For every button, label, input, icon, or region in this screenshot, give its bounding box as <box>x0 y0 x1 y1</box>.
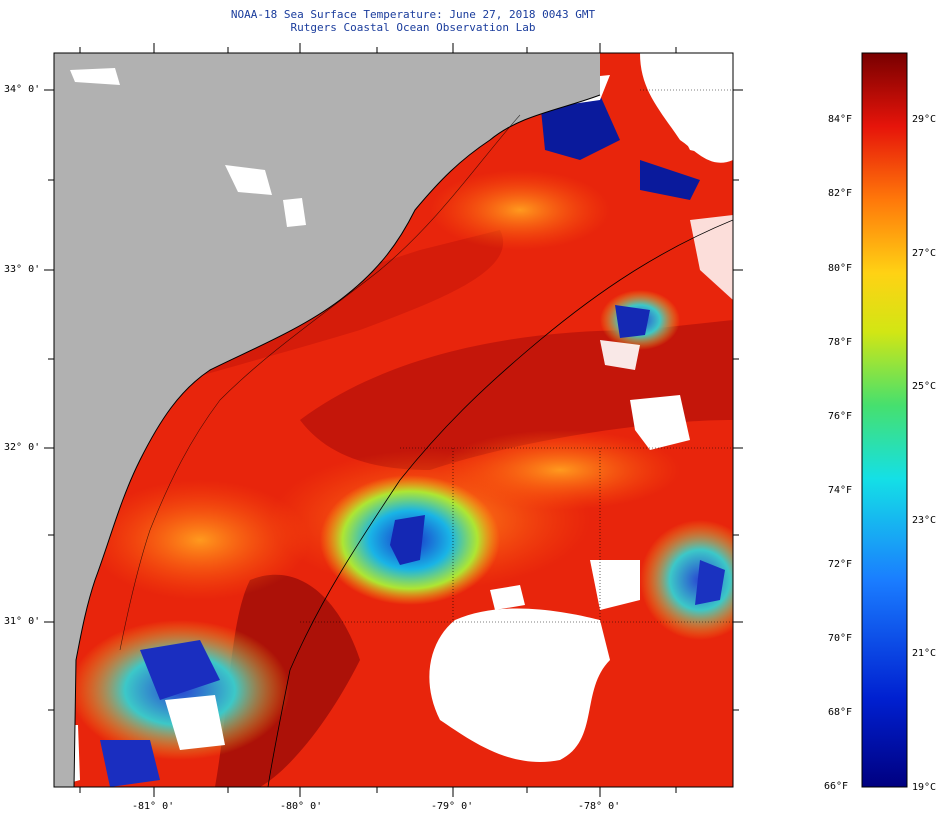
cb-c-21: 21°C <box>912 648 937 659</box>
lat-label-33: 33° 0' <box>4 264 41 275</box>
cb-f-78: 78°F <box>828 337 853 348</box>
cb-c-29: 29°C <box>912 114 937 125</box>
map-title: NOAA-18 Sea Surface Temperature: June 27… <box>230 8 596 21</box>
lat-label-31: 31° 0' <box>4 616 41 627</box>
land-northeast-white <box>640 53 733 163</box>
land-cloud-inland2 <box>283 198 306 227</box>
cb-c-23: 23°C <box>912 515 937 526</box>
lat-label-34: 34° 0' <box>4 84 41 95</box>
warm-streak-east <box>440 430 680 510</box>
cloud-patch-sw <box>165 695 225 750</box>
land-mass <box>54 53 600 787</box>
cb-f-72: 72°F <box>828 559 853 570</box>
sst-map-area <box>54 53 733 787</box>
dotted-grid <box>300 89 733 623</box>
land-cloud-inland <box>225 165 272 195</box>
lon-label-78: -78° 0' <box>578 801 621 812</box>
cold-core-north-east <box>640 160 700 200</box>
coastline <box>73 94 601 787</box>
cool-patch-east <box>640 520 733 640</box>
cold-core-southwest <box>140 640 220 700</box>
map-frame <box>53 52 734 788</box>
land-cloud-nw <box>70 68 120 85</box>
map-subtitle: Rutgers Coastal Ocean Observation Lab <box>290 21 536 34</box>
warm-streak-west <box>90 480 310 600</box>
cb-f-68: 68°F <box>828 707 853 718</box>
cold-core-east <box>695 560 725 605</box>
warm-streak-north <box>430 170 610 250</box>
cloud-patch-east-edge <box>690 215 733 300</box>
cb-f-74: 74°F <box>828 485 853 496</box>
cb-c-19: 19°C <box>912 782 937 793</box>
cold-core-south <box>100 740 160 787</box>
cb-f-80: 80°F <box>828 263 853 274</box>
cb-f-66: 66°F <box>824 781 849 792</box>
lon-label-80: -80° 0' <box>280 801 323 812</box>
cloud-patch-small <box>490 585 525 610</box>
cb-c-25: 25°C <box>912 381 937 392</box>
cold-core-north <box>540 95 620 160</box>
cloud-patch-east <box>630 395 690 450</box>
axis-ticks <box>44 43 743 797</box>
cb-f-82: 82°F <box>828 188 853 199</box>
cb-f-70: 70°F <box>828 633 853 644</box>
cloud-patch-southeast <box>590 560 640 610</box>
lon-label-79: -79° 0' <box>431 801 474 812</box>
cold-core-northeast <box>615 305 650 338</box>
cb-f-84: 84°F <box>828 114 853 125</box>
cold-core-center <box>390 515 425 565</box>
inner-shelf-contour <box>119 114 521 651</box>
cb-f-76: 76°F <box>828 411 853 422</box>
lon-label-81: -81° 0' <box>132 801 175 812</box>
colorbar <box>861 52 908 788</box>
cloud-patch-south <box>429 608 610 762</box>
cb-c-27: 27°C <box>912 248 937 259</box>
lat-label-32: 32° 0' <box>4 442 41 453</box>
cloud-patch-east2 <box>600 340 640 370</box>
bathymetry-contour <box>267 219 733 787</box>
